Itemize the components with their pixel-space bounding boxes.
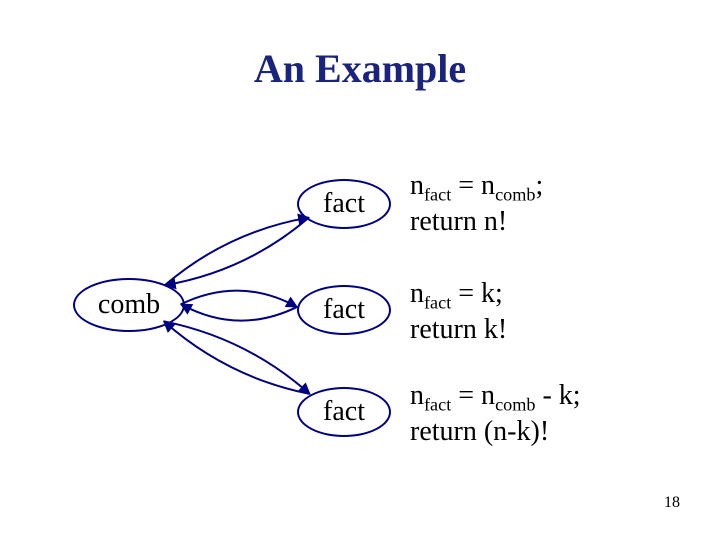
annotation-fact-2-line1: nfact = k; <box>410 278 507 314</box>
node-fact-3: fact <box>297 387 391 437</box>
node-comb-label: comb <box>98 289 160 321</box>
node-fact-2-label: fact <box>323 294 365 326</box>
annotation-fact-3: nfact = ncomb - k; return (n-k)! <box>410 380 581 448</box>
page-number: 18 <box>664 494 680 512</box>
node-fact-1-label: fact <box>323 188 365 220</box>
annotation-fact-2-line2: return k! <box>410 314 507 346</box>
node-comb: comb <box>73 278 185 332</box>
annotation-fact-1: nfact = ncomb; return n! <box>410 170 543 238</box>
node-fact-3-label: fact <box>323 396 365 428</box>
annotation-fact-1-line2: return n! <box>410 206 543 238</box>
annotation-fact-1-line1: nfact = ncomb; <box>410 170 543 206</box>
node-fact-2: fact <box>297 285 391 335</box>
node-fact-1: fact <box>297 179 391 229</box>
annotation-fact-2: nfact = k; return k! <box>410 278 507 346</box>
slide-title: An Example <box>0 45 720 92</box>
annotation-fact-3-line1: nfact = ncomb - k; <box>410 380 581 416</box>
annotation-fact-3-line2: return (n-k)! <box>410 416 581 448</box>
